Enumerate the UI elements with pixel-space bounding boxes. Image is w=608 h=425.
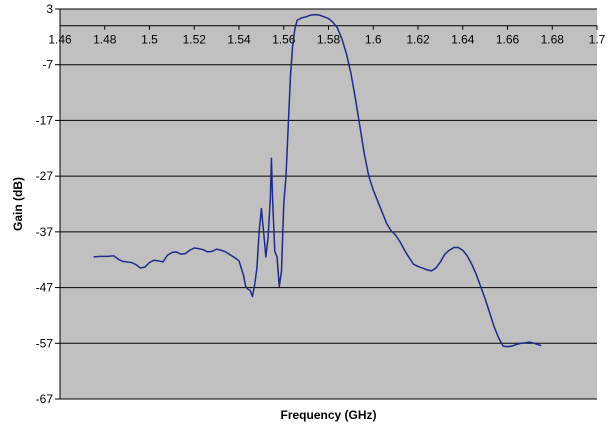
x-tick-label: 1.5: [141, 33, 158, 47]
axes: [59, 9, 598, 400]
y-tick-label: -27: [36, 169, 54, 183]
y-axis-tick-labels: 3 -7 -17 -27 -37 -47 -57 -67: [36, 2, 54, 406]
plot-area: [60, 9, 597, 399]
x-tick-label: 1.7: [589, 33, 606, 47]
x-tick-label: 1.68: [541, 33, 565, 47]
x-axis-title: Frequency (GHz): [280, 408, 376, 422]
gridlines: [55, 8, 597, 400]
series-line-gain: [93, 13, 542, 348]
y-tick-label: -67: [36, 392, 54, 406]
x-tick-label: 1.62: [406, 33, 430, 47]
y-tick-label: -47: [36, 281, 54, 295]
y-tick-label: -7: [42, 58, 53, 72]
y-tick-label: -57: [36, 336, 54, 350]
y-axis-title: Gain (dB): [11, 177, 25, 231]
y-tick-label: -17: [36, 113, 54, 127]
x-tick-label: 1.66: [496, 33, 520, 47]
x-tick-label: 1.56: [272, 33, 296, 47]
x-tick-label: 1.64: [451, 33, 475, 47]
x-tick-label: 1.6: [365, 33, 382, 47]
x-axis-tick-labels: 1.46 1.48 1.5 1.52 1.54 1.56 1.58 1.6 1.62 1.64 1.…: [48, 33, 605, 47]
y-tick-label: -37: [36, 225, 54, 239]
x-tick-label: 1.58: [317, 33, 341, 47]
x-tick-label: 1.48: [93, 33, 117, 47]
x-tick-label: 1.54: [227, 33, 251, 47]
x-tick-label: 1.52: [183, 33, 207, 47]
y-tick-label: 3: [46, 2, 53, 16]
